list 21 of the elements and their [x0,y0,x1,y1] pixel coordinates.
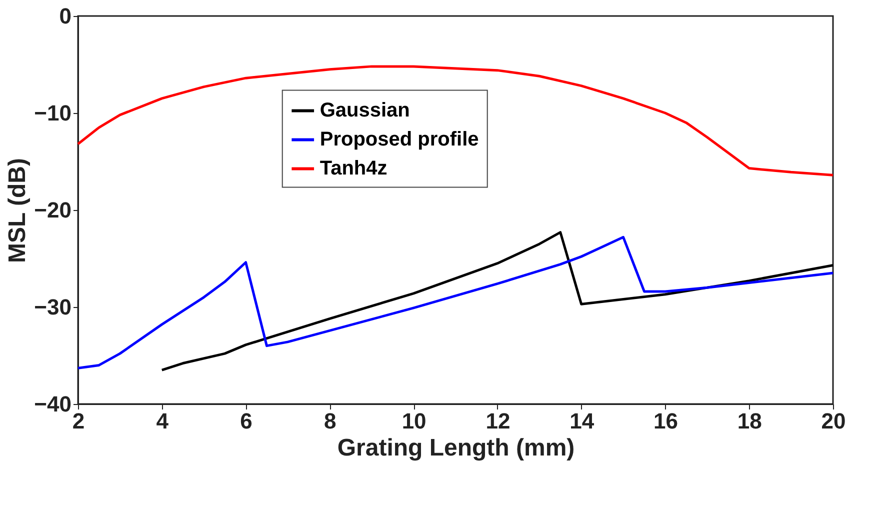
y-tick-label: 0 [59,4,72,28]
x-tick-label: 2 [72,408,85,434]
legend-label: Gaussian [320,100,410,122]
y-tick-label: −20 [34,198,72,222]
y-axis-title: MSL (dB) [4,158,32,263]
x-tick-label: 4 [156,408,170,434]
x-axis-title: Grating Length (mm) [337,434,575,462]
legend-label: Proposed profile [320,128,479,151]
y-tick-label: −30 [34,294,72,320]
x-tick-label: 14 [570,408,595,434]
y-tick-label: −40 [34,392,72,416]
x-tick-label: 12 [486,408,510,434]
x-tick-label: 6 [240,408,252,434]
x-tick-label: 20 [821,408,846,434]
x-tick-label: 8 [324,408,336,434]
x-tick-label: 10 [402,408,426,434]
legend-label: Tanh4z [320,158,388,180]
line-series [76,65,834,176]
y-tick-label: −10 [34,100,72,126]
x-tick-label: 18 [737,408,762,434]
x-tick-label: 16 [653,408,678,434]
